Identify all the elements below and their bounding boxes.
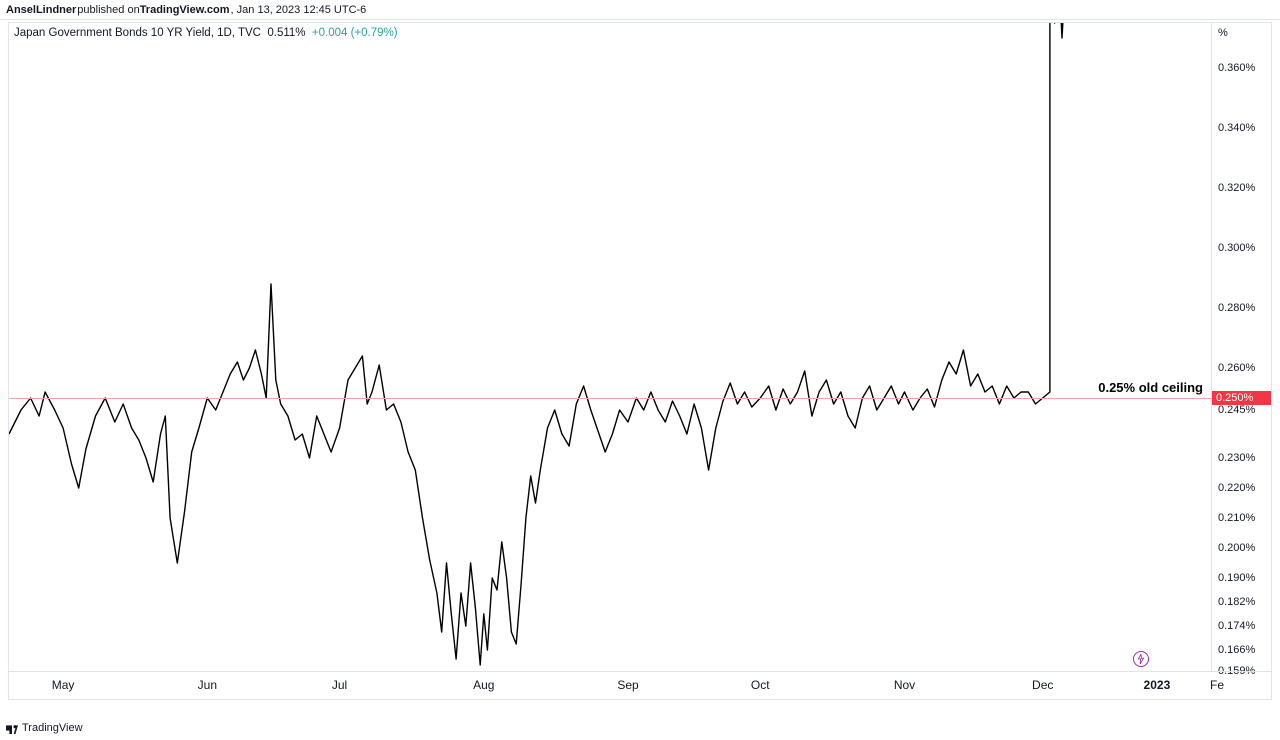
y-axis-unit: % [1218,27,1228,39]
x-tick: 2023 [1144,678,1171,692]
y-tick: 0.210% [1218,512,1267,524]
price-line-chart [9,23,1211,671]
y-tick: 0.320% [1218,182,1267,194]
y-tick: 0.174% [1218,620,1267,632]
footer-label: TradingView [22,722,83,734]
site-name: TradingView.com [140,4,230,16]
y-axis[interactable]: % 0.360% 0.340% 0.320% 0.300% 0.280% 0.260% 0.… [1211,23,1271,671]
x-tick: Sep [617,678,638,692]
x-tick: Oct [751,678,770,692]
y-tick: 0.220% [1218,482,1267,494]
y-tick: 0.280% [1218,302,1267,314]
price-line-tag: 0.250% [1212,391,1271,405]
y-tick: 0.166% [1218,644,1267,656]
header-middle: published on [77,4,139,16]
publish-header: AnselLindner published on TradingView.co… [0,0,1280,20]
x-tick: Nov [894,678,915,692]
plot-area[interactable]: 0.25% old ceiling [9,23,1211,671]
ceiling-line [9,398,1211,399]
x-tick: Dec [1032,678,1053,692]
y-tick: 0.360% [1218,62,1267,74]
x-tick: Fe [1210,678,1224,692]
y-tick: 0.230% [1218,452,1267,464]
y-tick: 0.340% [1218,122,1267,134]
x-tick: May [52,678,75,692]
y-tick: 0.300% [1218,242,1267,254]
tradingview-icon [6,722,18,734]
chart-container: AnselLindner published on TradingView.co… [0,0,1280,740]
tradingview-logo[interactable]: TradingView [6,722,83,734]
x-tick: Aug [473,678,494,692]
current-value-tag: 0.245% [1218,404,1267,416]
y-tick: 0.260% [1218,362,1267,374]
y-tick: 0.182% [1218,596,1267,608]
chart-frame: Japan Government Bonds 10 YR Yield, 1D, … [8,22,1272,700]
y-tick: 0.190% [1218,572,1267,584]
x-axis[interactable]: May Jun Jul Aug Sep Oct Nov Dec 2023 Fe [9,671,1271,699]
header-suffix: , Jan 13, 2023 12:45 UTC-6 [231,4,367,16]
x-tick: Jul [332,678,347,692]
ceiling-annotation: 0.25% old ceiling [1098,380,1203,395]
author-name: AnselLindner [6,4,76,16]
x-tick: Jun [198,678,217,692]
y-tick: 0.200% [1218,542,1267,554]
